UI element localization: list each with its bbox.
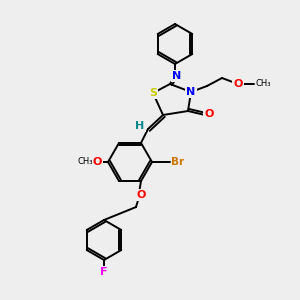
- Text: CH₃: CH₃: [77, 158, 93, 166]
- Text: F: F: [100, 267, 108, 277]
- Text: CH₃: CH₃: [255, 79, 271, 88]
- Text: N: N: [172, 71, 182, 81]
- Text: O: O: [233, 79, 243, 89]
- Text: Br: Br: [171, 157, 184, 167]
- Text: O: O: [204, 109, 214, 119]
- Text: O: O: [92, 157, 102, 167]
- Text: N: N: [186, 87, 196, 97]
- Text: S: S: [149, 88, 157, 98]
- Text: H: H: [135, 121, 145, 131]
- Text: O: O: [136, 190, 146, 200]
